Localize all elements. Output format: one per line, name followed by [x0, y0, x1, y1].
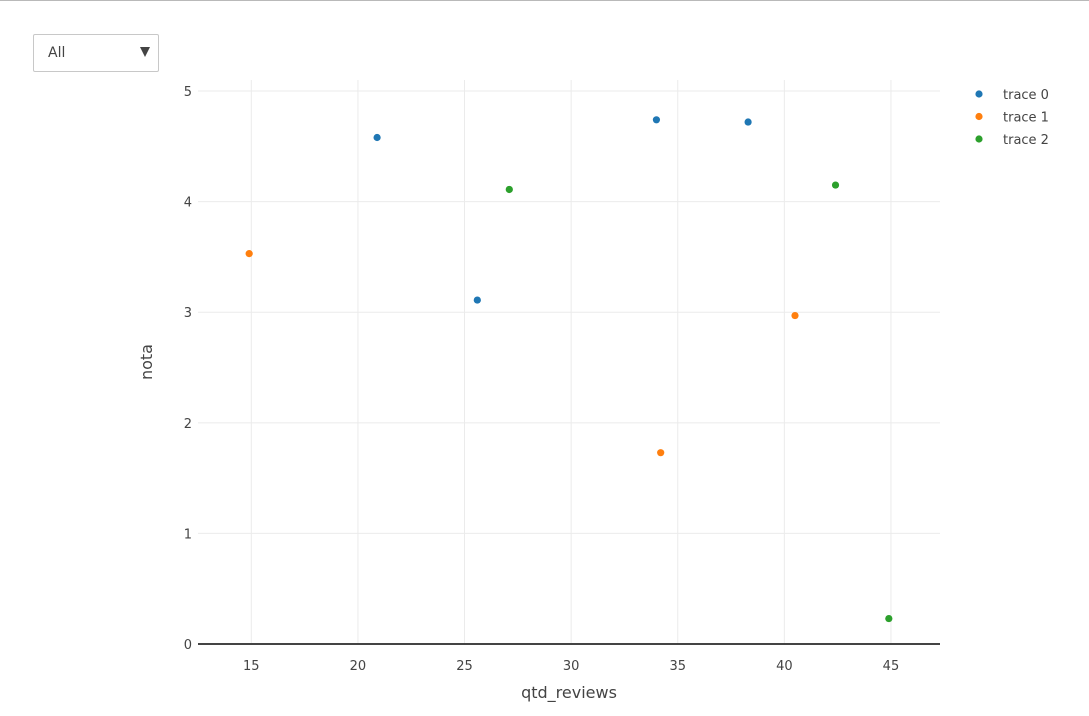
legend-marker[interactable] [975, 112, 983, 121]
legend-entry[interactable]: trace 2 [1003, 133, 1049, 148]
data-point[interactable] [657, 449, 665, 457]
legend-entry[interactable]: trace 1 [1003, 111, 1049, 126]
data-point[interactable] [505, 185, 513, 194]
dropdown-value: All [48, 45, 66, 61]
y-tick-label: 1 [184, 527, 192, 542]
grid-lines [198, 80, 940, 645]
y-tick-label: 3 [184, 306, 192, 321]
x-tick-label: 25 [456, 659, 473, 674]
data-point[interactable] [373, 133, 381, 142]
x-tick-label: 40 [776, 659, 793, 674]
x-tick-label: 30 [563, 659, 580, 674]
legend: trace 0 trace 1 trace 2 [975, 88, 1049, 148]
caret-down-icon [140, 47, 150, 57]
x-tick-label: 15 [243, 659, 260, 674]
x-tick-label: 35 [669, 659, 686, 674]
data-point[interactable] [473, 296, 481, 304]
data-point[interactable] [885, 614, 893, 623]
data-points [245, 116, 893, 623]
data-point[interactable] [245, 250, 253, 258]
x-tick-label: 45 [883, 659, 900, 674]
y-tick-label: 0 [184, 638, 192, 653]
y-axis-title: nota [137, 344, 156, 380]
y-tick-label: 2 [184, 417, 192, 432]
legend-marker[interactable] [975, 90, 983, 98]
trace-filter-dropdown[interactable]: All [33, 34, 159, 72]
data-point[interactable] [831, 181, 840, 189]
data-point[interactable] [791, 311, 799, 320]
top-border [0, 0, 1089, 1]
legend-marker[interactable] [975, 135, 983, 143]
x-tick-label: 20 [350, 659, 367, 674]
x-axis-title: qtd_reviews [521, 683, 617, 703]
y-tick-label: 4 [184, 196, 192, 211]
data-point[interactable] [652, 116, 661, 124]
data-point[interactable] [744, 118, 752, 126]
legend-entry[interactable]: trace 0 [1003, 88, 1049, 103]
y-tick-label: 5 [184, 85, 192, 100]
